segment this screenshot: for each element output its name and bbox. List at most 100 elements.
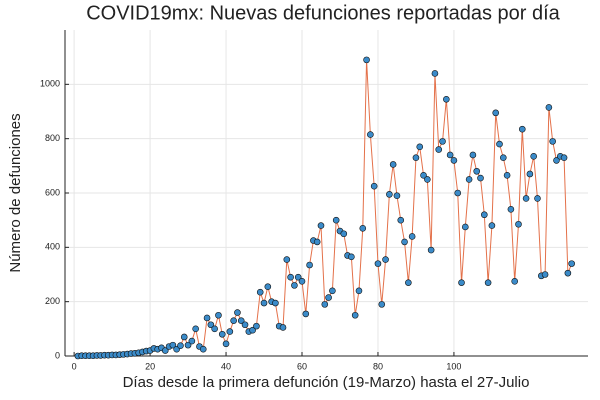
data-point [237,317,245,324]
data-point [363,56,370,64]
data-point [226,328,234,335]
data-point [329,287,336,295]
data-point [253,322,260,330]
data-point [215,311,222,319]
data-point [518,125,526,133]
data-point [450,157,458,164]
data-point [207,321,215,329]
chart-title: COVID19mx: Nuevas defunciones reportadas… [86,2,560,24]
data-point [522,195,530,202]
data-point [481,211,488,219]
data-point [222,340,230,348]
data-point [473,167,481,175]
data-point [488,222,496,229]
data-point [427,246,435,254]
data-point [325,294,332,301]
data-point [169,341,177,349]
data-point [340,230,348,238]
x-tick-label: 60 [297,361,307,371]
data-point [477,174,484,182]
data-point [439,138,446,145]
y-axis-label: Número de defunciones [7,113,24,272]
y-tick-label: 0 [55,350,60,360]
data-point [503,172,511,179]
data-point [412,154,420,161]
data-point [526,170,534,178]
data-point [545,104,553,111]
data-point [199,345,207,353]
data-point [458,279,465,286]
data-point [298,277,306,285]
data-point [446,151,454,159]
data-point [203,314,211,322]
data-point [177,342,184,349]
data-point [230,317,237,324]
data-point [283,256,291,263]
data-point [161,347,169,354]
data-point [291,282,298,289]
data-point [287,273,294,281]
data-point [313,238,321,246]
data-point [382,256,389,263]
data-point [351,311,359,319]
data-point [424,176,431,183]
x-tick-label: 0 [72,361,77,371]
data-point [234,309,241,316]
data-point [367,131,374,138]
data-point [180,333,188,341]
data-point [530,153,537,160]
data-point [431,70,439,77]
data-point [564,269,572,277]
data-point [454,189,462,197]
data-point [359,225,367,232]
data-point [541,271,549,278]
data-point [332,216,340,224]
y-tick-label: 600 [45,187,60,197]
data-point [416,143,424,151]
data-point [272,299,279,307]
x-tick-label: 80 [373,361,383,371]
data-point [260,299,268,307]
data-line [77,59,573,357]
data-point [408,233,416,240]
data-point [211,325,218,333]
data-point [515,220,522,228]
data-point [306,261,313,269]
data-point [420,172,427,179]
x-tick-label: 20 [145,361,155,371]
data-point [249,326,256,334]
data-point [397,216,405,224]
data-point [317,222,325,229]
data-point [184,341,192,349]
x-tick-label: 100 [446,361,461,371]
data-point [568,260,575,267]
y-tick-label: 800 [45,133,60,143]
data-point [348,253,355,261]
data-point [302,310,310,318]
data-point [294,273,302,281]
data-point [386,191,393,198]
data-point [218,330,226,338]
data-point [389,161,397,168]
data-point [435,146,443,153]
data-point [553,157,560,164]
data-point [401,238,408,246]
data-point [188,337,196,345]
data-point [405,279,412,286]
data-point [393,192,401,200]
data-point [241,321,249,329]
data-point [279,324,287,331]
data-point [462,223,469,231]
data-point [560,154,568,161]
data-point [370,182,378,190]
data-point [492,109,500,117]
data-point [496,140,503,148]
data-point [507,206,515,213]
x-axis-label: Días desde la primera defunción (19-Marz… [123,374,530,391]
data-point [511,277,518,285]
y-tick-label: 400 [45,242,60,252]
data-point [256,288,264,296]
data-point [321,301,329,308]
data-point [534,195,541,202]
data-point [264,283,272,291]
